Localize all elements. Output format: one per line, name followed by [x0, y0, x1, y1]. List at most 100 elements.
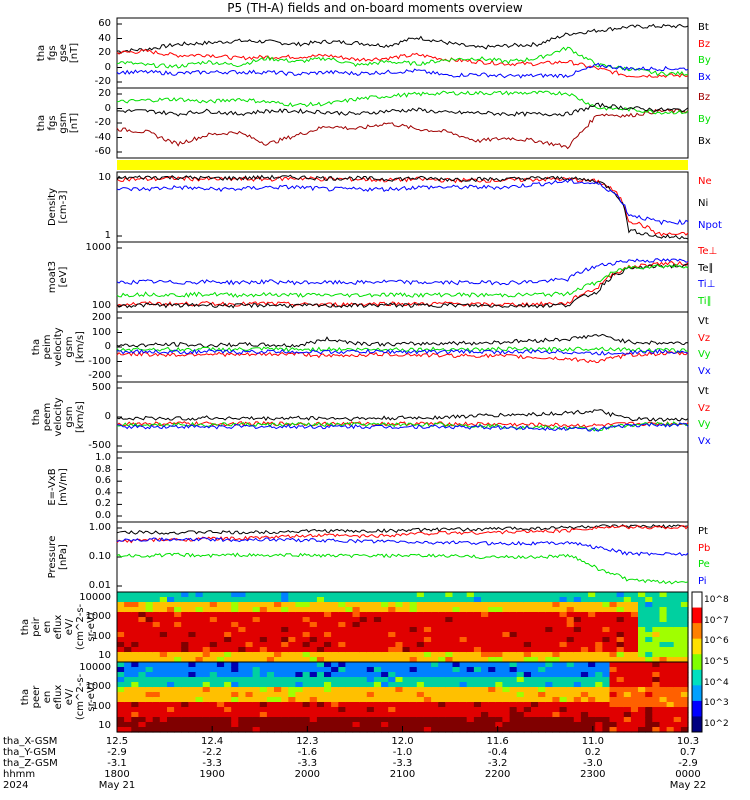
heat-cell	[495, 637, 503, 643]
heat-cell	[338, 632, 346, 638]
heat-cell	[573, 687, 582, 693]
heat-cell	[573, 607, 582, 613]
heat-cell	[423, 707, 432, 713]
heat-cell	[680, 692, 689, 698]
heat-cell	[445, 657, 453, 663]
heat-cell	[552, 707, 561, 713]
heat-cell	[159, 727, 168, 733]
heat-cell	[131, 687, 139, 693]
heat-cell	[188, 692, 197, 698]
heat-cell	[216, 597, 225, 603]
heat-cell	[559, 632, 568, 638]
heat-cell	[616, 717, 625, 723]
heat-cell	[680, 672, 689, 678]
heat-cell	[523, 652, 532, 658]
heat-cell	[209, 702, 218, 708]
heat-cell	[359, 702, 368, 708]
heat-cell	[580, 607, 589, 613]
heat-cell	[552, 687, 561, 693]
heat-cell	[188, 607, 197, 613]
heat-cell	[595, 727, 603, 733]
heat-cell	[309, 717, 318, 723]
heat-cell	[216, 632, 225, 638]
heat-cell	[373, 712, 382, 718]
heat-cell	[588, 712, 596, 718]
heat-cell	[481, 622, 489, 628]
heat-cell	[580, 657, 589, 663]
heat-cell	[345, 712, 354, 718]
heat-cell	[659, 612, 668, 618]
heat-cell	[652, 707, 660, 713]
heat-cell	[538, 637, 546, 643]
heat-cell	[602, 717, 611, 723]
heat-cell	[431, 632, 439, 638]
heat-cell	[402, 652, 411, 658]
heat-cell	[538, 617, 546, 623]
heat-cell	[580, 617, 589, 623]
heat-cell	[224, 722, 232, 728]
heat-cell	[423, 607, 432, 613]
heat-cell	[452, 622, 461, 628]
heat-cell	[209, 667, 218, 673]
x-tick-label: 2300	[580, 769, 606, 780]
heat-cell	[409, 602, 418, 608]
heat-cell	[366, 692, 375, 698]
heat-cell	[266, 712, 275, 718]
heat-cell	[588, 627, 596, 633]
heat-cell	[645, 647, 653, 653]
heat-cell	[602, 597, 611, 603]
heat-cell	[352, 657, 361, 663]
heat-cell	[573, 617, 582, 623]
heat-cell	[559, 682, 568, 688]
heat-cell	[117, 612, 125, 618]
heat-cell	[359, 657, 368, 663]
heat-cell	[409, 697, 418, 703]
heat-cell	[174, 717, 182, 723]
heat-cell	[188, 712, 197, 718]
heat-cell	[131, 692, 139, 698]
heat-cell	[473, 597, 482, 603]
heat-cell	[152, 727, 161, 733]
heat-cell	[452, 707, 461, 713]
heat-cell	[566, 677, 575, 683]
heat-cell	[566, 687, 575, 693]
heat-cell	[516, 707, 525, 713]
heat-cell	[645, 677, 653, 683]
heat-cell	[167, 617, 175, 623]
heat-cell	[238, 687, 246, 693]
heat-cell	[181, 697, 189, 703]
heat-cell	[566, 672, 575, 678]
heat-cell	[595, 682, 603, 688]
heat-cell	[216, 657, 225, 663]
heat-cell	[481, 642, 489, 648]
heat-cell	[373, 717, 382, 723]
heat-cell	[274, 727, 282, 733]
heat-cell	[402, 612, 411, 618]
heat-cell	[595, 677, 603, 683]
heat-cell	[181, 612, 189, 618]
heat-cell	[438, 697, 446, 703]
heat-cell	[588, 682, 596, 688]
heat-cell	[288, 722, 296, 728]
heat-cell	[195, 687, 204, 693]
heat-cell	[616, 682, 625, 688]
heat-cell	[138, 697, 147, 703]
heat-cell	[366, 717, 375, 723]
heat-cell	[381, 627, 389, 633]
heat-cell	[159, 652, 168, 658]
heat-cell	[602, 652, 611, 658]
heat-cell	[645, 682, 653, 688]
heat-cell	[274, 637, 282, 643]
heat-cell	[167, 667, 175, 673]
heat-cell	[402, 637, 411, 643]
heat-cell	[445, 597, 453, 603]
heat-cell	[238, 627, 246, 633]
heat-cell	[680, 647, 689, 653]
heat-cell	[559, 592, 568, 598]
legend-label: Vt	[698, 386, 709, 397]
heat-cell	[531, 722, 539, 728]
heat-cell	[381, 662, 389, 668]
heat-cell	[573, 652, 582, 658]
heat-cell	[266, 687, 275, 693]
heat-cell	[138, 727, 147, 733]
